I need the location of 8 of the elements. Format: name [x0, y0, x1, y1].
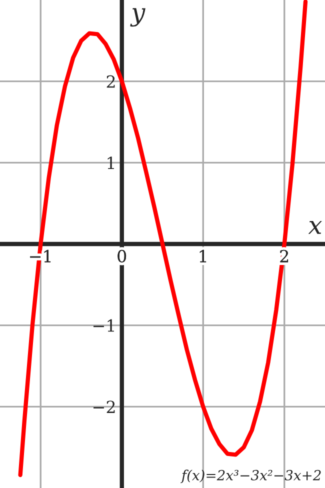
x-tick-label: 1 [200, 250, 206, 262]
y-tick-label: −1 [94, 319, 114, 332]
x-axis-title: x [308, 220, 322, 234]
annotation: f(x)=2x³−3x²−3x+2 [180, 470, 321, 484]
y-tick-label: −2 [94, 400, 115, 413]
y-tick-label: 1 [108, 156, 114, 169]
y-axis-title: y [130, 8, 146, 27]
y-tick-label: 2 [106, 75, 115, 88]
